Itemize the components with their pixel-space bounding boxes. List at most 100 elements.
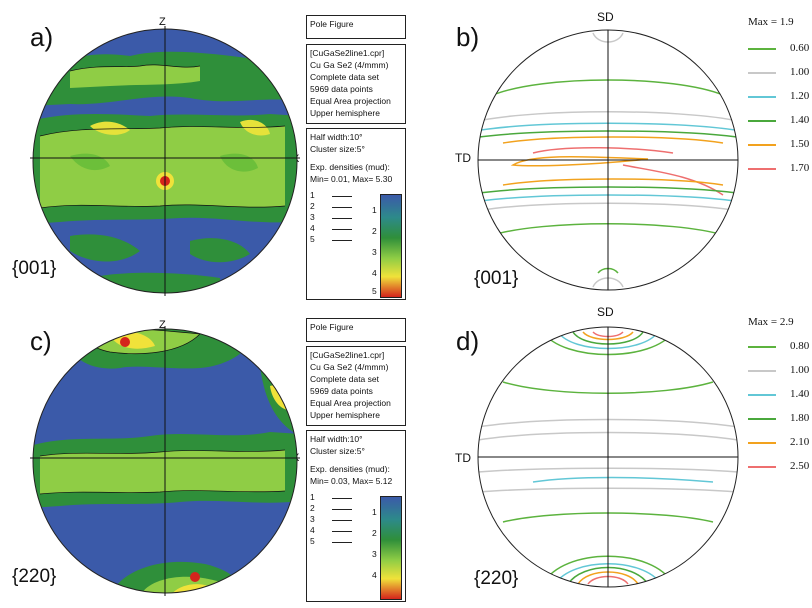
axis-z-label: Z: [159, 16, 166, 28]
legend-value: 1.40: [790, 114, 810, 126]
info-line: Complete data set: [310, 72, 379, 82]
legend-value: 2.50: [790, 460, 810, 472]
param-line: Min= 0.01, Max= 5.30: [310, 174, 393, 184]
info-line: [CuGaSe2line1.cpr]: [310, 48, 385, 58]
legend-swatch: [748, 442, 776, 444]
level-label: 3: [310, 514, 315, 524]
info-line: 5969 data points: [310, 84, 373, 94]
level-dash: [332, 520, 352, 521]
contour-legend-b: 0.60 1.00 1.20 1.40 1.50 1.70: [748, 42, 812, 174]
level-dash: [332, 229, 352, 230]
info-line: Equal Area projection: [310, 398, 391, 408]
param-line: Min= 0.03, Max= 5.12: [310, 476, 393, 486]
dataset-info-box: [CuGaSe2line1.cpr] Cu Ga Se2 (4/mmm) Com…: [306, 346, 406, 426]
panel-label-a: a): [30, 22, 54, 52]
legend-swatch: [748, 144, 776, 146]
level-dash: [332, 542, 352, 543]
info-line: Cu Ga Se2 (4/mmm): [310, 60, 389, 70]
legend-value: 1.40: [790, 388, 810, 400]
colorbar-tick: 1: [372, 205, 377, 215]
legend-value: 0.60: [790, 42, 810, 54]
level-dash: [332, 498, 352, 499]
level-dash: [332, 196, 352, 197]
info-line: Upper hemisphere: [310, 108, 380, 118]
param-line: Cluster size:5°: [310, 446, 365, 456]
info-title-box: Pole Figure: [306, 318, 406, 342]
param-line: Exp. densities (mud):: [310, 464, 390, 474]
colorbar-tick: 5: [372, 286, 377, 296]
pole-label-001-sim: {001}: [474, 268, 519, 289]
max-label: Max = 2.9: [748, 316, 794, 328]
pole-label-220-sim: {220}: [474, 568, 519, 589]
info-line: Complete data set: [310, 374, 379, 384]
level-label: 4: [310, 223, 315, 233]
legend-value: 1.20: [790, 90, 810, 102]
level-label: 1: [310, 492, 315, 502]
panel-label-b: b): [456, 22, 480, 52]
info-line: Upper hemisphere: [310, 410, 380, 420]
info-line: Equal Area projection: [310, 96, 391, 106]
td-label: TD: [455, 451, 471, 465]
legend-swatch: [748, 120, 776, 122]
max-label: Max = 1.9: [748, 16, 794, 28]
level-dash: [332, 509, 352, 510]
param-line: Cluster size:5°: [310, 144, 365, 154]
pole-figure-001-simulated: [477, 29, 739, 291]
info-line: 5969 data points: [310, 386, 373, 396]
legend-swatch: [748, 72, 776, 74]
legend-swatch: [748, 466, 776, 468]
param-line: Half width:10°: [310, 434, 363, 444]
colorbar-tick: 2: [372, 226, 377, 236]
pole-label-001: {001}: [12, 258, 57, 279]
info-line: [CuGaSe2line1.cpr]: [310, 350, 385, 360]
param-line: Exp. densities (mud):: [310, 162, 390, 172]
info-title: Pole Figure: [310, 322, 354, 332]
legend-value: 0.80: [790, 340, 810, 352]
pole-figure-220-simulated: [477, 326, 739, 588]
colorbar-a: [380, 194, 402, 298]
sd-label: SD: [597, 305, 614, 319]
pole-figure-220-measured: [30, 326, 300, 596]
level-dash: [332, 240, 352, 241]
level-dash: [332, 531, 352, 532]
level-label: 1: [310, 190, 315, 200]
legend-value: 1.00: [790, 364, 810, 376]
colorbar-tick: 1: [372, 507, 377, 517]
legend-swatch: [748, 96, 776, 98]
dataset-info-box: [CuGaSe2line1.cpr] Cu Ga Se2 (4/mmm) Com…: [306, 44, 406, 124]
axis-z-label: Z: [159, 319, 166, 331]
info-title-box: Pole Figure: [306, 15, 406, 39]
level-label: 2: [310, 503, 315, 513]
sd-label: SD: [597, 10, 614, 24]
legend-value: 1.70: [790, 162, 810, 174]
legend-swatch: [748, 168, 776, 170]
info-line: Cu Ga Se2 (4/mmm): [310, 362, 389, 372]
level-dash: [332, 218, 352, 219]
panel-label-c: c): [30, 326, 52, 356]
level-label: 3: [310, 212, 315, 222]
level-label: 5: [310, 234, 315, 244]
colorbar-tick: 4: [372, 268, 377, 278]
level-dash: [332, 207, 352, 208]
legend-swatch: [748, 346, 776, 348]
level-label: 5: [310, 536, 315, 546]
legend-swatch: [748, 418, 776, 420]
colorbar-tick: 3: [372, 247, 377, 257]
pole-figure-001-measured: [30, 26, 300, 296]
legend-value: 2.10: [790, 436, 810, 448]
legend-swatch: [748, 394, 776, 396]
level-label: 4: [310, 525, 315, 535]
colorbar-tick: 4: [372, 570, 377, 580]
panel-label-d: d): [456, 326, 480, 356]
level-label: 2: [310, 201, 315, 211]
pole-label-220: {220}: [12, 566, 57, 587]
legend-value: 1.00: [790, 66, 810, 78]
td-label: TD: [455, 151, 471, 165]
legend-swatch: [748, 48, 776, 50]
legend-swatch: [748, 370, 776, 372]
info-title: Pole Figure: [310, 19, 354, 29]
colorbar-tick: 3: [372, 549, 377, 559]
contour-legend-d: 0.80 1.00 1.40 1.80 2.10 2.50: [748, 340, 812, 472]
legend-value: 1.50: [790, 138, 810, 150]
colorbar-c: [380, 496, 402, 600]
